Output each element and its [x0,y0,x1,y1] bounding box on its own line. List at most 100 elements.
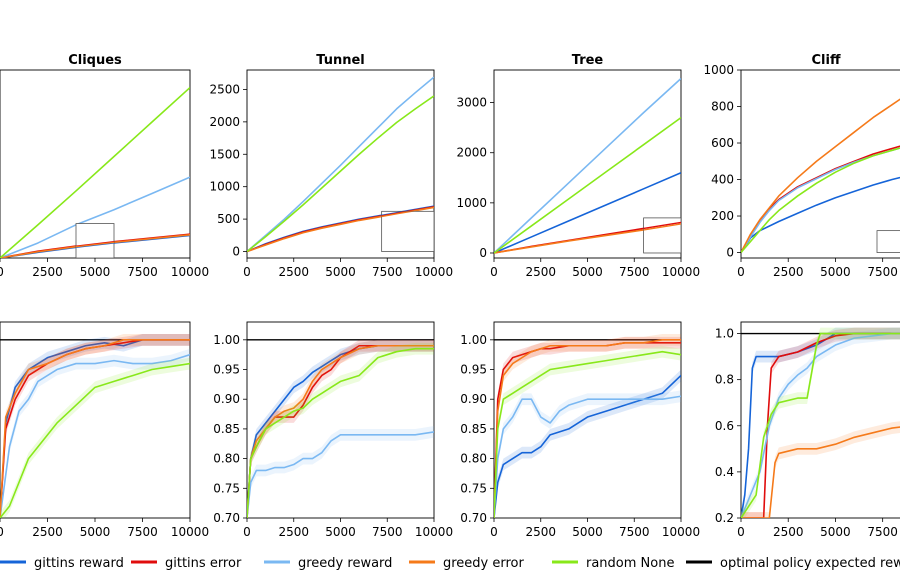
series-line [741,98,900,253]
series-line [494,172,681,254]
inset-box [876,230,900,253]
x-tick-label: 5000 [325,265,356,279]
plot-area [0,333,190,518]
legend-label: gittins error [165,556,242,571]
y-tick-label: 1000 [209,180,240,194]
y-tick-label: 600 [711,136,734,150]
y-tick-label: 0.80 [460,452,487,466]
plot-area [741,98,900,254]
y-tick-label: 400 [711,173,734,187]
plot-area [247,76,434,253]
panel-6: 0 2500 5000 7500 10000 0.70 0.75 0.80 0.85 0.90 0.… [213,321,453,539]
x-tick-label: 0 [490,265,498,279]
legend-label: random None [586,556,674,571]
y-tick-label: 0.2 [715,511,734,525]
series-line [741,145,900,253]
y-tick-label: 0.70 [460,511,487,525]
panel-2: Tunnel 0 2500 5000 7500 10000 0 500 1000 1500 2000… [209,53,453,279]
legend-label: greedy reward [298,556,392,571]
legend-item: random None [552,556,674,571]
x-tick-label: 0 [0,525,4,539]
y-tick-label: 200 [711,209,734,223]
series-band [247,339,434,518]
y-tick-label: 0.85 [213,422,240,436]
x-tick-label: 7500 [127,525,158,539]
panel-title: Cliff [812,53,841,68]
plot-area [0,86,190,258]
series-line [741,332,900,518]
legend: gittins reward gittins error greedy reward… [0,556,900,571]
series-band [741,421,900,518]
legend-item: greedy error [409,556,525,571]
x-tick-label: 5000 [820,265,851,279]
legend-label: gittins reward [34,556,124,571]
x-tick-label: 7500 [867,265,898,279]
y-tick-label: 1000 [703,63,734,77]
series-line [494,77,681,254]
legend-item: optimal policy expected rewa [686,556,900,571]
series-line [0,86,190,258]
x-tick-label: 2500 [773,525,804,539]
y-tick-label: 1.00 [213,333,240,347]
series-line [494,395,681,518]
series-line [0,176,190,258]
y-tick-label: 1.00 [460,333,487,347]
series-line [0,353,190,518]
series-band [494,336,681,518]
inset-box [381,210,434,252]
inset-series-line [76,241,114,248]
panel-5: 0 2500 5000 7500 10000 [0,321,209,539]
x-tick-label: 7500 [867,525,898,539]
series-band [494,369,681,518]
series-line [247,431,434,518]
series-line [494,339,681,518]
y-tick-label: 0 [479,246,487,260]
series-band [247,342,434,518]
x-tick-label: 7500 [372,525,403,539]
x-tick-label: 0 [737,525,745,539]
series-band [494,345,681,518]
y-tick-label: 1.0 [715,327,734,341]
series-line [741,147,900,254]
x-tick-label: 5000 [572,265,603,279]
inset-series-line [381,211,416,218]
y-tick-label: 0.95 [460,363,487,377]
panel-title: Tunnel [316,53,364,68]
series-band [0,348,190,518]
y-tick-label: 0 [726,246,734,260]
legend-item: gittins error [131,556,242,571]
x-tick-label: 7500 [619,265,650,279]
y-tick-label: 0.85 [460,422,487,436]
panel-7: 0 2500 5000 7500 10000 0.70 0.75 0.80 0.85 0.90 0.… [460,321,700,539]
series-band [247,425,434,518]
x-tick-label: 5000 [80,265,111,279]
x-tick-label: 2500 [278,265,309,279]
series-line [494,350,681,518]
x-tick-label: 2500 [525,525,556,539]
axes-frame [740,69,900,259]
legend-item: gittins reward [0,556,124,571]
y-tick-label: 1500 [209,147,240,161]
panel-title: Tree [572,53,604,68]
x-tick-label: 5000 [572,525,603,539]
legend-item: greedy reward [264,556,392,571]
y-tick-label: 0.75 [460,481,487,495]
series-line [741,332,900,518]
panel-1: Cliques 0 2500 5000 7500 10000 [0,53,209,279]
y-tick-label: 0.70 [213,511,240,525]
x-tick-label: 10000 [415,525,453,539]
x-tick-label: 0 [490,525,498,539]
plot-area [247,339,434,518]
plot-area [494,333,681,518]
y-tick-label: 2500 [209,82,240,96]
x-tick-label: 5000 [80,525,111,539]
y-tick-label: 0.90 [460,392,487,406]
y-tick-label: 0.8 [715,373,734,387]
series-line [0,339,190,518]
x-tick-label: 2500 [278,525,309,539]
y-tick-label: 1000 [456,196,487,210]
series-line [741,147,900,253]
panel-title: Cliques [68,53,122,68]
y-tick-label: 0.75 [213,481,240,495]
x-tick-label: 10000 [662,525,700,539]
